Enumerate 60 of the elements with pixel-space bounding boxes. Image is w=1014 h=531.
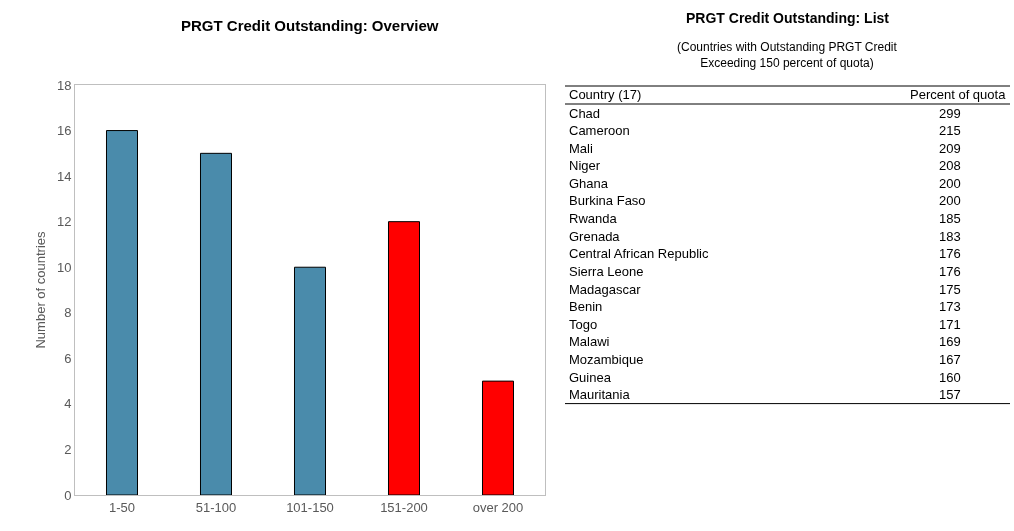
data-label: 176 <box>939 246 961 261</box>
data-label: 209 <box>939 141 961 156</box>
category-label: Grenada <box>569 229 621 244</box>
category-label: Ghana <box>569 176 609 191</box>
category-label: Burkina Faso <box>569 193 646 208</box>
bar <box>293 266 327 495</box>
text: Country (17) <box>569 87 642 102</box>
y-tick-label: 8 <box>64 305 72 321</box>
category-label: Benin <box>569 299 603 314</box>
data-label: 299 <box>939 106 961 121</box>
data-label: 200 <box>939 176 961 191</box>
category-label: Guinea <box>569 370 612 385</box>
data-label: 157 <box>939 387 961 402</box>
y-tick-label: 16 <box>56 123 72 139</box>
text: Percent of quota <box>910 87 1007 102</box>
category-label: Niger <box>569 158 601 173</box>
bar <box>105 130 139 495</box>
y-axis-title: Number of countries <box>32 230 48 349</box>
x-tick-label: 101-150 <box>286 499 334 515</box>
y-tick-label: 2 <box>64 441 72 457</box>
bar <box>387 221 421 495</box>
chart-title: PRGT Credit Outstanding: Overview <box>181 17 439 34</box>
data-label: 183 <box>939 229 961 244</box>
category-label: Cameroon <box>569 123 630 138</box>
x-tick-label: 51-100 <box>195 499 237 515</box>
x-tick-label: 151-200 <box>380 499 428 515</box>
y-tick-label: 18 <box>56 77 72 93</box>
y-tick-label: 14 <box>56 168 72 184</box>
data-label: 215 <box>939 123 961 138</box>
text: (Countries with Outstanding PRGT Credit Exceeding 150 percent of quota) <box>677 40 898 70</box>
x-tick-label: over 200 <box>472 499 524 515</box>
bar <box>481 380 515 495</box>
bar <box>199 152 233 495</box>
data-label: 173 <box>939 299 961 314</box>
category-label: Mauritania <box>569 387 631 402</box>
data-label: 175 <box>939 282 961 297</box>
category-label: Mali <box>569 141 593 156</box>
data-label: 176 <box>939 264 961 279</box>
y-tick-label: 12 <box>56 214 72 230</box>
data-label: 160 <box>939 370 961 385</box>
y-tick-label: 0 <box>64 487 72 503</box>
x-tick-label: 1-50 <box>108 499 136 515</box>
data-label: 169 <box>939 334 961 349</box>
category-label: Mozambique <box>569 352 644 367</box>
category-label: Chad <box>569 106 601 121</box>
y-tick-label: 4 <box>64 396 72 412</box>
y-tick-label: 6 <box>64 350 72 366</box>
category-label: Sierra Leone <box>569 264 644 279</box>
y-tick-label: 10 <box>56 259 72 275</box>
category-label: Central African Republic <box>569 246 709 261</box>
category-label: Rwanda <box>569 211 618 226</box>
category-label: Togo <box>569 317 598 332</box>
data-label: 171 <box>939 317 961 332</box>
data-label: 185 <box>939 211 961 226</box>
data-label: 200 <box>939 193 961 208</box>
text: PRGT Credit Outstanding: List <box>686 10 890 26</box>
data-label: 167 <box>939 352 961 367</box>
category-label: Malawi <box>569 334 610 349</box>
data-label: 208 <box>939 158 961 173</box>
category-label: Madagascar <box>569 282 642 297</box>
